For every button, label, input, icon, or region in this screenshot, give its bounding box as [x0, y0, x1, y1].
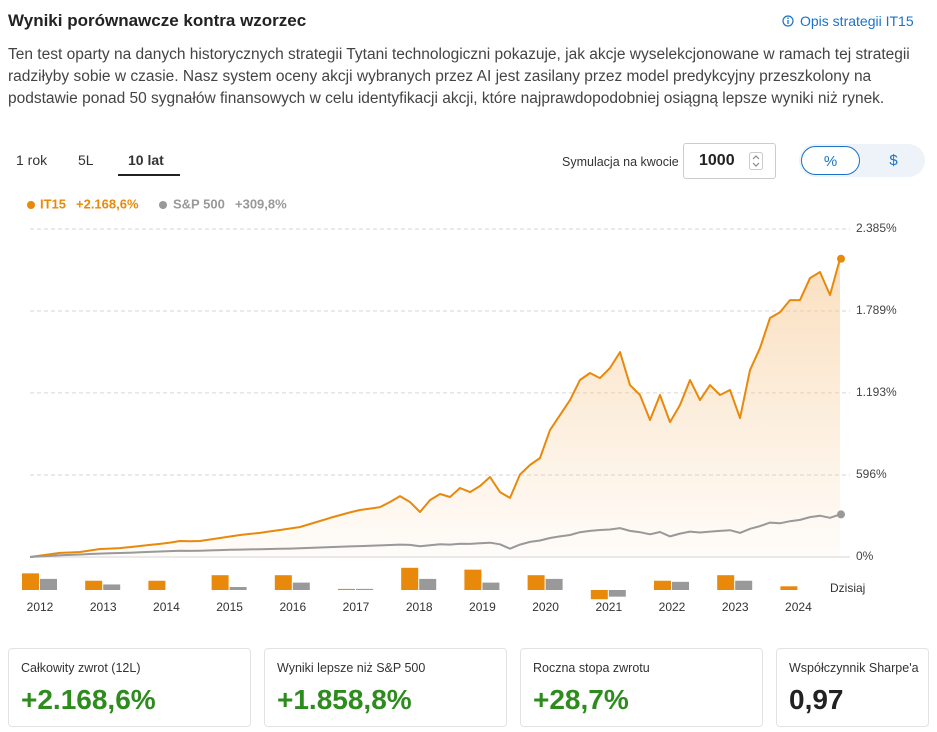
- y-tick-label: 1.789%: [856, 303, 897, 317]
- end-marker: [837, 510, 845, 519]
- stat-label: Roczna stopa zwrotu: [533, 661, 650, 675]
- annual-bar: [419, 578, 437, 590]
- area-fill: [30, 258, 840, 557]
- annual-bar: [482, 582, 500, 590]
- annual-bar: [229, 587, 247, 590]
- annual-bar: [103, 584, 121, 590]
- x-tick-label: 2013: [90, 600, 117, 614]
- y-tick-label: 2.385%: [856, 221, 897, 235]
- x-tick-label: 2014: [153, 600, 180, 614]
- y-tick-label: 1.193%: [856, 385, 897, 399]
- toggle-option[interactable]: $: [889, 152, 898, 169]
- annual-bar: [22, 573, 39, 590]
- spinner[interactable]: [749, 152, 763, 170]
- legend-total: +2.168,6%: [76, 196, 139, 211]
- tab-underline: [118, 174, 180, 176]
- annual-bar: [672, 581, 689, 590]
- annual-bar: [356, 588, 373, 590]
- y-tick-label: 0%: [856, 549, 874, 563]
- annual-bar: [654, 580, 671, 590]
- x-tick-label: 2016: [279, 600, 306, 614]
- stat-value: +28,7%: [533, 684, 629, 715]
- x-tick-label: 2019: [469, 600, 496, 614]
- simulation-label: Symulacja na kwocie: [562, 155, 679, 169]
- annual-bar: [148, 580, 166, 590]
- x-tick-label: 2022: [659, 600, 686, 614]
- x-tick-label: 2021: [595, 600, 622, 614]
- annual-bar: [780, 586, 798, 590]
- annual-bar: [211, 575, 229, 590]
- description: Ten test oparty na danych historycznych …: [8, 46, 910, 107]
- legend-marker: [27, 201, 35, 209]
- x-tick-label: 2017: [343, 600, 370, 614]
- annual-bar: [292, 582, 310, 590]
- stat-card: Wyniki lepsze niż S&P 500 +1.858,8%: [264, 648, 507, 727]
- annual-bar: [735, 580, 753, 590]
- series-line: [29, 258, 841, 558]
- annual-bar: [464, 569, 482, 590]
- y-tick-label: 596%: [856, 467, 887, 481]
- annual-bar: [717, 575, 735, 590]
- amount-input[interactable]: 1000: [683, 143, 776, 179]
- annual-bar: [527, 575, 545, 590]
- stat-card: Współczynnik Sharpe'a 0,97: [776, 648, 929, 727]
- annual-bar: [545, 578, 563, 590]
- x-tick-label: 2015: [216, 600, 243, 614]
- legend-marker: [159, 201, 167, 209]
- stat-card: Całkowity zwrot (12L) +2.168,6%: [8, 648, 251, 727]
- x-tick-label: 2024: [785, 600, 812, 614]
- amount-value: 1000: [699, 152, 735, 169]
- tab[interactable]: 5L: [78, 152, 94, 168]
- x-tick-label: 2023: [722, 600, 749, 614]
- stat-value: 0,97: [789, 684, 844, 715]
- annual-bar: [590, 590, 608, 600]
- annual-bar: [85, 580, 103, 590]
- x-tick-label: 2020: [532, 600, 559, 614]
- info-icon: [782, 15, 794, 27]
- stat-card: Roczna stopa zwrotu +28,7%: [520, 648, 763, 727]
- tab[interactable]: 10 lat: [128, 152, 164, 168]
- stat-value: +2.168,6%: [21, 684, 156, 715]
- chart: 0% 596% 1.193% 1.789% 2.385% IT15 +2.168,6% S&P…: [22, 196, 897, 614]
- unit-toggle: % $: [799, 144, 925, 177]
- toggle-option[interactable]: %: [801, 146, 860, 175]
- tab[interactable]: 1 rok: [16, 152, 48, 168]
- stat-label: Współczynnik Sharpe'a: [789, 661, 919, 675]
- stat-value: +1.858,8%: [277, 684, 412, 715]
- annual-bar: [401, 567, 419, 590]
- legend-total: +309,8%: [235, 196, 287, 211]
- annual-bar: [40, 578, 57, 590]
- x-tick-label: 2012: [27, 600, 54, 614]
- today-label: Dzisiaj: [830, 581, 865, 595]
- series-line: [29, 513, 841, 558]
- end-marker: [837, 254, 845, 263]
- x-tick-label: 2018: [406, 600, 433, 614]
- annual-bar: [274, 575, 292, 590]
- annual-bar: [338, 588, 355, 590]
- stat-label: Wyniki lepsze niż S&P 500: [277, 661, 426, 675]
- legend-label: S&P 500: [173, 196, 225, 211]
- strategy-link[interactable]: Opis strategii IT15: [782, 13, 914, 29]
- stat-label: Całkowity zwrot (12L): [21, 661, 141, 675]
- link-text[interactable]: Opis strategii IT15: [800, 13, 914, 29]
- title: Wyniki porównawcze kontra wzorzec: [8, 11, 307, 30]
- annual-bar: [608, 590, 626, 597]
- legend-label: IT15: [40, 196, 66, 211]
